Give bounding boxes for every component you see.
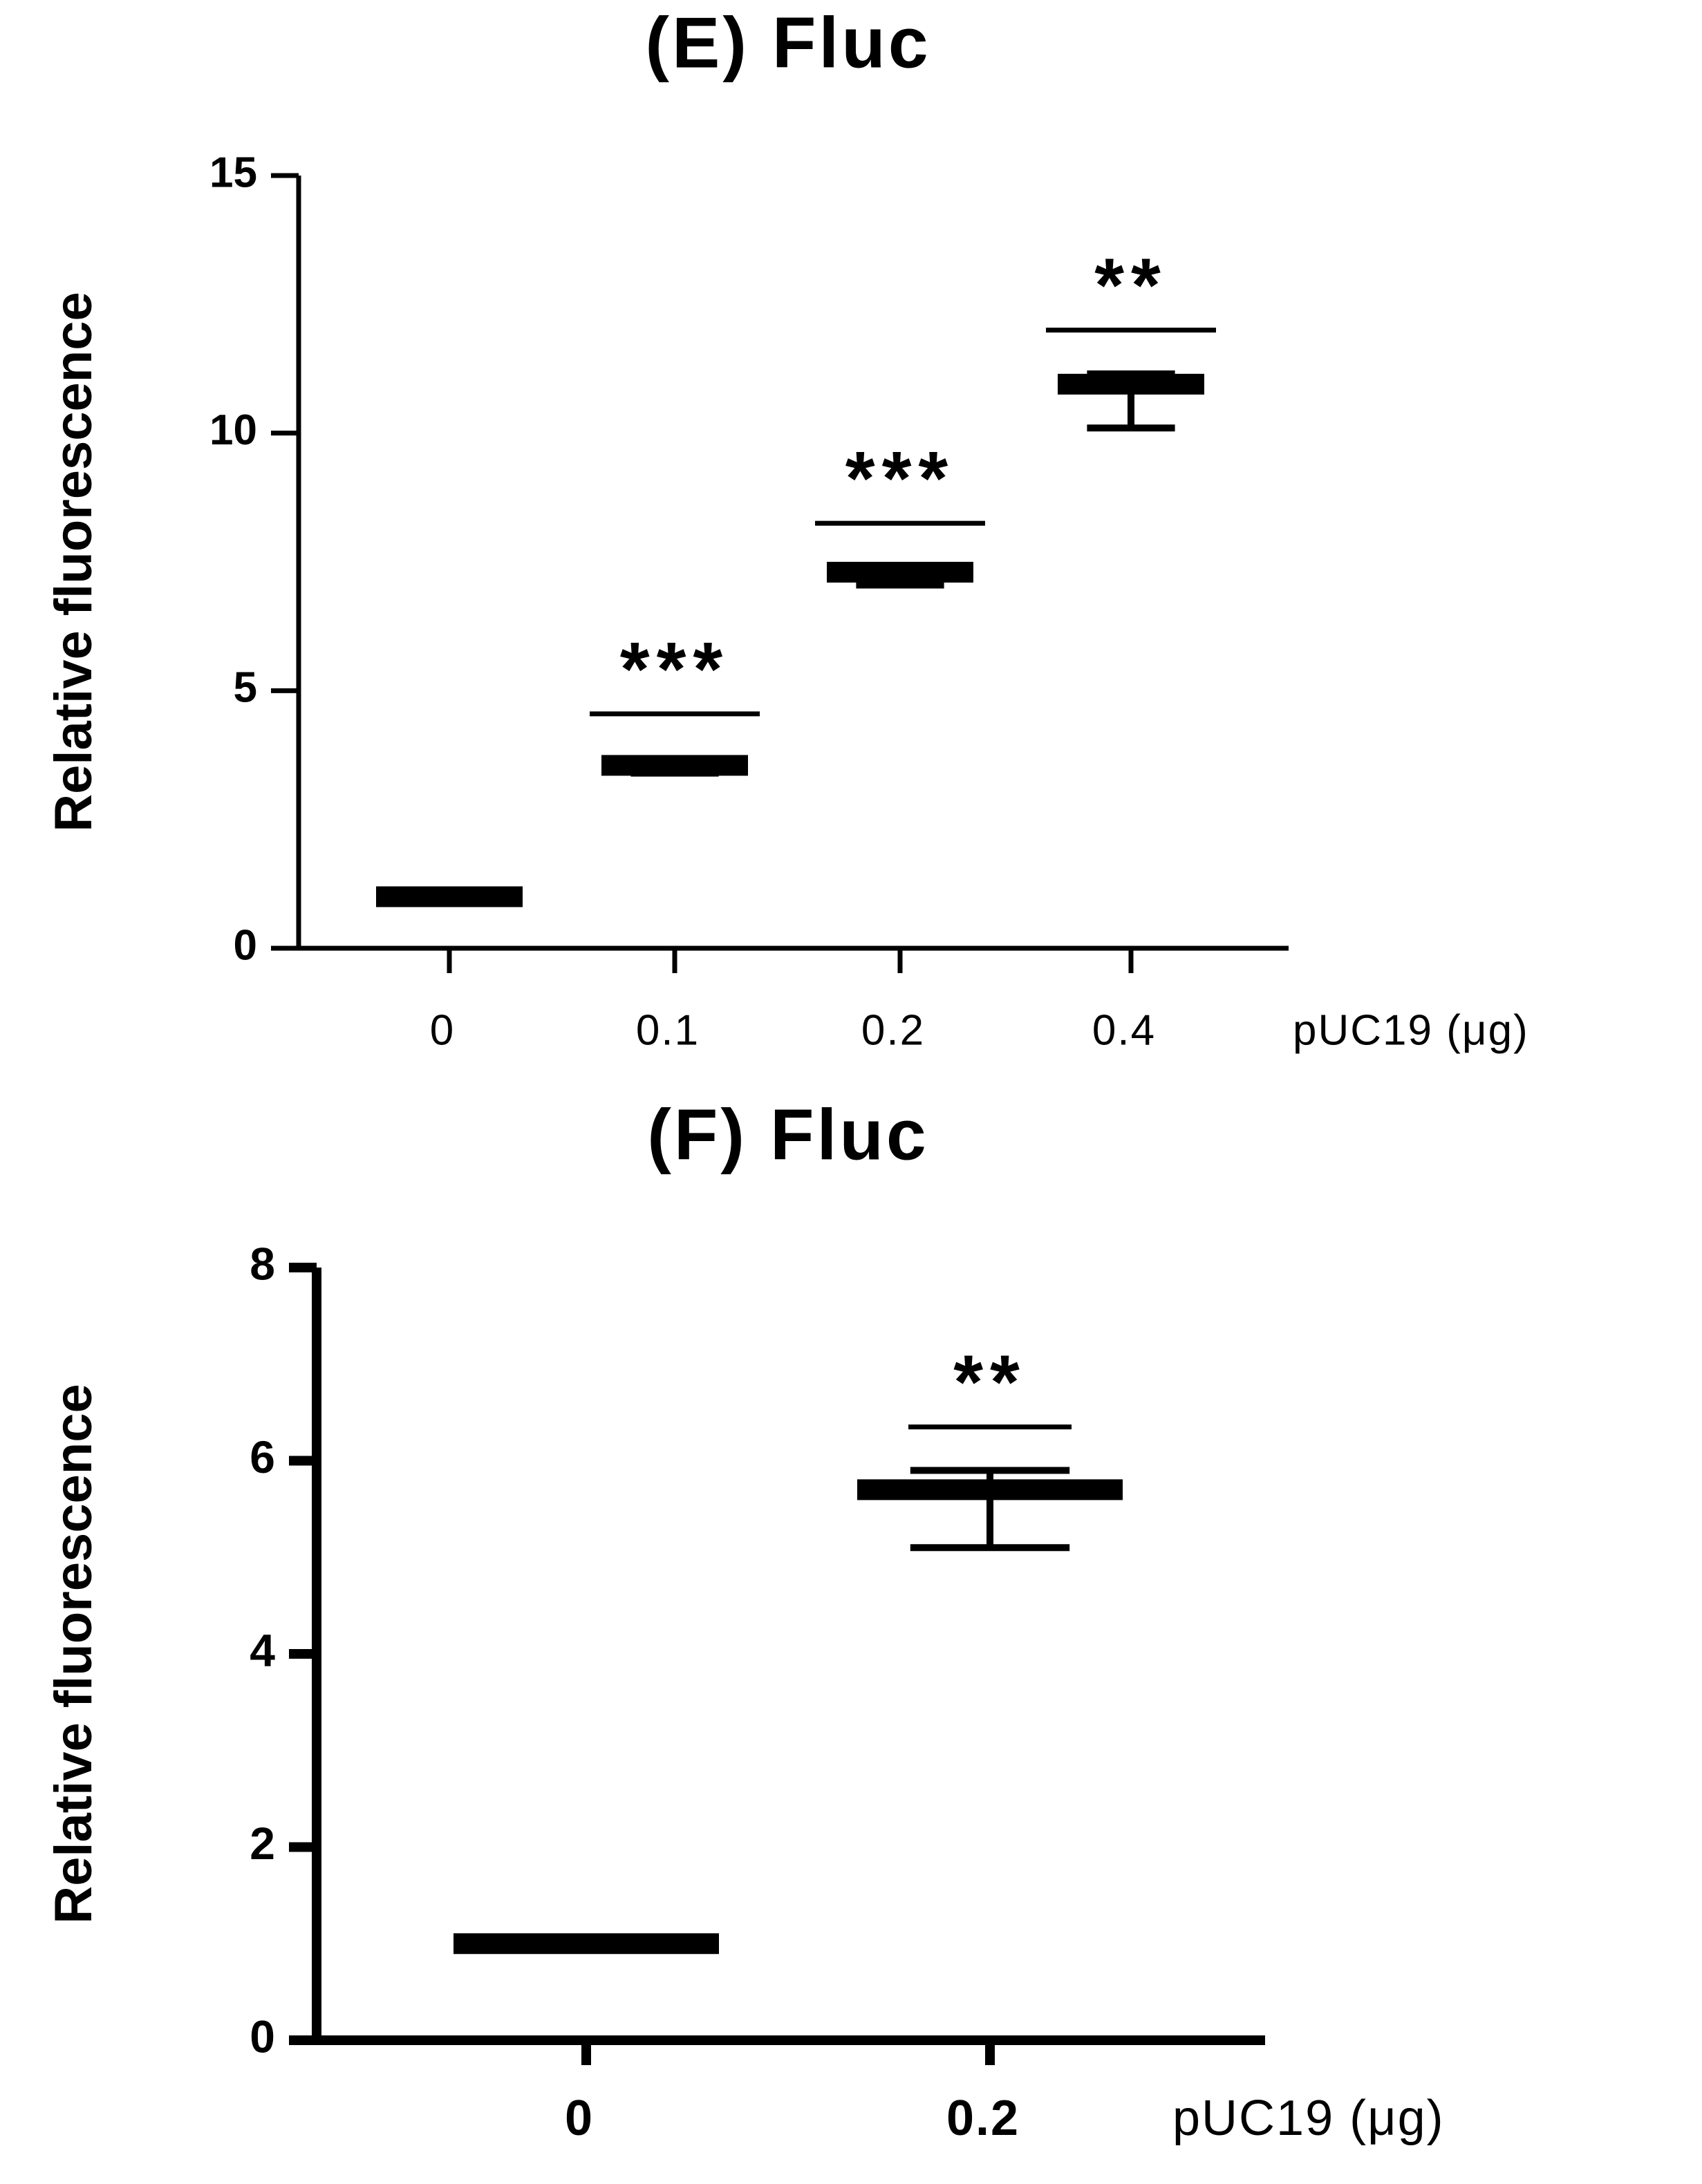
x-tick-label: 0.4	[1092, 1006, 1156, 1054]
significance-label: ***	[845, 436, 955, 521]
y-tick-label: 6	[250, 1431, 275, 1482]
mean-bar	[857, 1479, 1123, 1500]
y-tick-label: 4	[250, 1624, 275, 1675]
mean-bar	[827, 561, 973, 583]
y-tick-label: 5	[234, 664, 257, 712]
x-tick-label: 0.1	[636, 1006, 700, 1054]
x-axis-label: pUC19 (μg)	[1172, 2091, 1445, 2146]
x-tick-label: 0	[430, 1006, 455, 1054]
x-tick-label: 0.2	[861, 1006, 925, 1054]
chart-title: (E) Fluc	[645, 3, 931, 83]
mean-bar	[376, 886, 523, 907]
y-tick-label: 0	[250, 2011, 275, 2062]
chart-title: (F) Fluc	[647, 1095, 928, 1175]
significance-label: **	[953, 1340, 1027, 1425]
significance-label: ***	[620, 627, 729, 712]
x-tick-label: 0.2	[946, 2091, 1020, 2146]
mean-bar	[601, 755, 748, 776]
y-tick-label: 15	[209, 149, 257, 196]
y-axis-label: Relative fluorescence	[44, 1384, 103, 1924]
significance-label: **	[1094, 243, 1168, 328]
y-tick-label: 10	[209, 406, 257, 454]
mean-bar	[1058, 373, 1204, 395]
y-tick-label: 0	[234, 921, 257, 969]
y-tick-label: 2	[250, 1818, 275, 1869]
y-tick-label: 8	[250, 1238, 275, 1289]
y-axis-label: Relative fluorescence	[44, 292, 103, 832]
x-tick-label: 0	[565, 2091, 594, 2146]
x-axis-label: pUC19 (μg)	[1293, 1006, 1529, 1054]
mean-bar	[453, 1933, 719, 1955]
